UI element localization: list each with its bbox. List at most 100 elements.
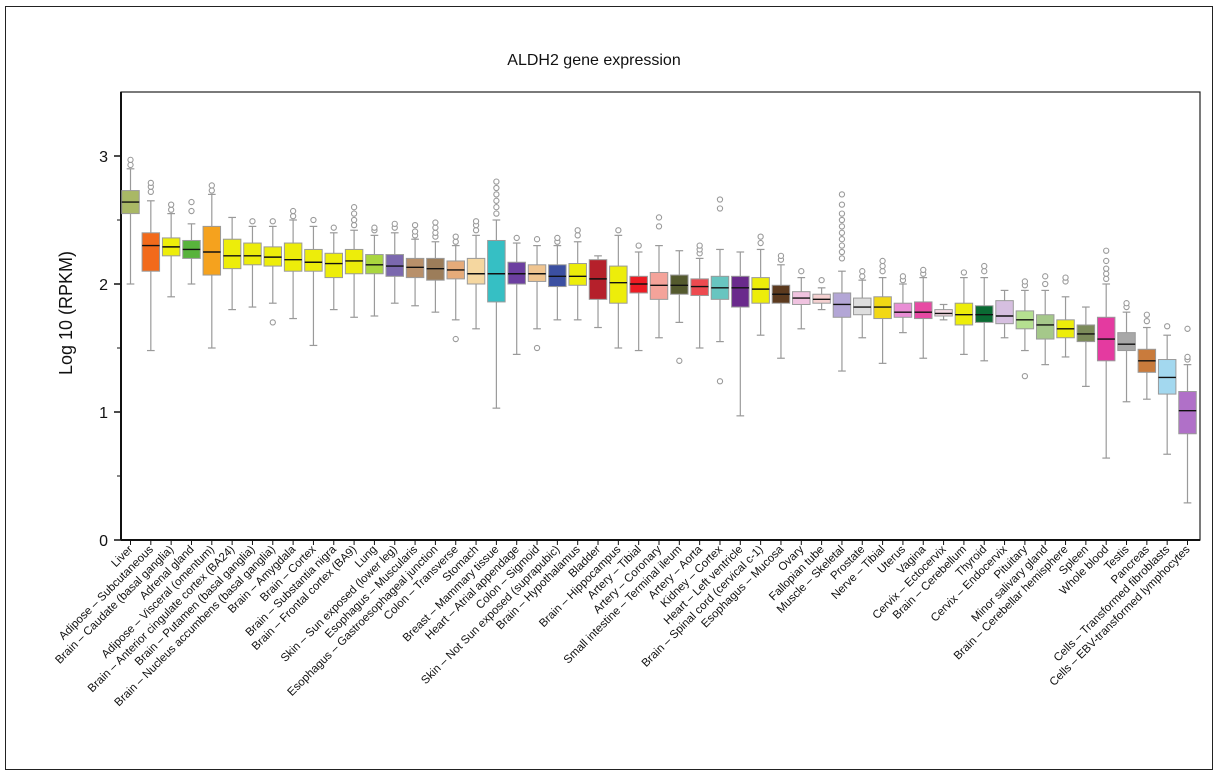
box-group: Bladder [567, 255, 608, 580]
box-group: Brain – Anterior cingulate cortex (BA24) [86, 216, 242, 695]
outlier-point [1184, 353, 1191, 361]
outlier-point [554, 234, 561, 242]
y-tick-label: 1 [99, 405, 108, 422]
outlier-point [1021, 278, 1029, 285]
outlier-point [838, 216, 846, 224]
outlier-point [269, 319, 276, 326]
outlier-point [168, 206, 175, 213]
box-iqr [283, 242, 303, 272]
outlier-point [493, 184, 500, 192]
outlier-point [920, 266, 927, 274]
box-iqr [1178, 391, 1197, 435]
outlier-point [208, 187, 215, 194]
outlier-point [127, 156, 134, 163]
box-iqr [202, 225, 222, 276]
box-group: Uterus [876, 273, 913, 576]
outlier-point [696, 242, 703, 249]
outlier-point [757, 239, 764, 247]
outlier-point [350, 221, 358, 229]
outlier-point [655, 214, 663, 221]
outlier-point [859, 273, 866, 280]
y-tick-label: 2 [99, 277, 108, 294]
box-iqr [568, 263, 587, 286]
outlier-point [879, 257, 886, 265]
chart-title: ALDH2 gene expression [507, 52, 680, 69]
outlier-point [513, 234, 520, 242]
outlier-point [391, 220, 398, 227]
outlier-point [716, 196, 724, 203]
outlier-point [188, 198, 195, 206]
outlier-point [350, 216, 358, 224]
box-iqr [466, 257, 486, 285]
outlier-point [757, 233, 764, 240]
outlier-point [981, 262, 988, 270]
box-iqr [222, 238, 242, 270]
outlier-point [1042, 273, 1049, 280]
outlier-point [1021, 373, 1029, 380]
outlier-point [168, 201, 175, 208]
outlier-point [798, 268, 805, 275]
outlier-point [1042, 280, 1049, 288]
outlier-point [716, 378, 724, 385]
outlier-point [838, 201, 846, 208]
outlier-point [716, 205, 724, 212]
outlier-point [452, 233, 459, 240]
outlier-point [452, 238, 459, 245]
outlier-point [493, 178, 500, 185]
outlier-point [533, 236, 541, 243]
outlier-point [432, 219, 439, 226]
outlier-point [1103, 270, 1110, 277]
box-iqr [893, 302, 913, 318]
box-iqr [995, 300, 1014, 325]
outlier-point [432, 224, 439, 231]
box-iqr [751, 277, 770, 304]
outlier-point [188, 207, 195, 215]
chart-frame [5, 6, 1213, 770]
box-iqr [914, 301, 933, 320]
y-axis-label: Log 10 (RPKM) [56, 251, 76, 375]
outlier-point [777, 252, 785, 259]
outlier-point [818, 277, 825, 284]
outlier-point [879, 262, 886, 270]
outlier-point [1123, 300, 1130, 307]
outlier-point [452, 335, 459, 343]
outlier-point [1164, 323, 1171, 330]
outlier-point [350, 204, 358, 211]
box-iqr [1035, 314, 1055, 340]
y-tick-label: 3 [99, 149, 108, 166]
outlier-point [838, 236, 846, 243]
box-iqr [141, 232, 161, 272]
outlier-point [432, 229, 439, 236]
outlier-point [493, 191, 500, 198]
outlier-point [838, 248, 846, 256]
outlier-point [350, 210, 358, 217]
box-iqr [304, 248, 323, 272]
outlier-point [838, 191, 846, 198]
box-group: Pituitary [992, 278, 1035, 581]
outlier-point [574, 227, 581, 234]
box-iqr [1117, 332, 1136, 352]
outlier-point [493, 204, 500, 211]
outlier-point [411, 228, 419, 235]
box-group: Lung [353, 224, 384, 570]
box-iqr [324, 252, 344, 279]
outlier-point [1143, 317, 1150, 325]
outlier-point [838, 229, 846, 236]
box-group: Liver [110, 156, 140, 570]
outlier-point [493, 197, 500, 204]
outlier-point [1103, 275, 1110, 283]
outlier-point [879, 268, 886, 275]
outlier-point [472, 227, 480, 234]
outlier-point [838, 255, 846, 262]
box-group: Brain – Cerebellar hemisphere [952, 274, 1075, 662]
outlier-point [269, 218, 276, 225]
outlier-point [615, 227, 622, 234]
outlier-point [1143, 311, 1150, 318]
y-tick-label: 0 [99, 533, 108, 550]
outlier-point [371, 224, 378, 231]
box-iqr [487, 239, 506, 303]
outlier-point [1062, 274, 1069, 281]
outlier-point [960, 269, 968, 276]
outlier-point [1184, 325, 1191, 332]
